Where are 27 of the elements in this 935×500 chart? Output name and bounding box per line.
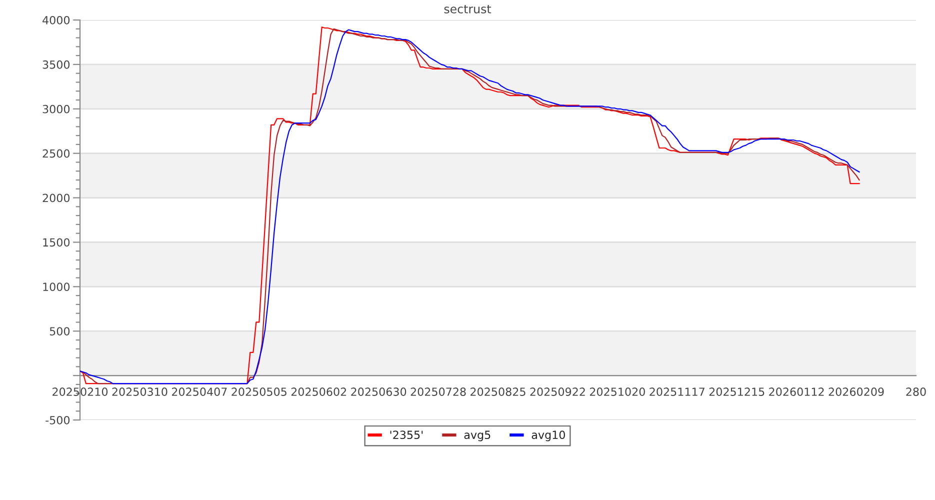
x-tick-label: 20251215 — [709, 388, 764, 396]
y-tick-label: 3500 — [42, 60, 70, 69]
x-tick-label: 20260112 — [769, 388, 824, 396]
y-tick-label: 500 — [50, 327, 70, 336]
chart-title: sectrust — [444, 4, 492, 14]
x-tick-label: 20251117 — [650, 388, 704, 396]
y-tick-label: 2500 — [42, 149, 70, 158]
x-tick-label: 280 — [906, 388, 926, 396]
y-tick-label: 3000 — [42, 104, 70, 114]
y-tick-label: 1000 — [43, 282, 70, 292]
y-tick-label: -500 — [46, 416, 70, 424]
y-tick-label: 2000 — [42, 194, 70, 202]
x-tick-label: 20250630 — [351, 388, 406, 396]
x-tick-label: 20260209 — [828, 388, 884, 396]
x-tick-label: 20250602 — [291, 388, 346, 396]
x-tick-label: 20250825 — [470, 388, 526, 396]
y-tick-label: 4000 — [42, 16, 70, 24]
legend-label: avg5 — [464, 430, 490, 442]
x-tick-label: 20250310 — [112, 388, 168, 396]
x-tick-label: 20250728 — [410, 388, 466, 396]
x-tick-label: 20251020 — [590, 388, 645, 396]
legend-label: avg10 — [532, 430, 565, 442]
y-tick-label: 1500 — [43, 238, 70, 247]
x-tick-label: 20250505 — [232, 388, 286, 396]
legend-label: '2355' — [390, 430, 423, 440]
x-tick-label: 20250922 — [530, 388, 585, 396]
x-tick-label: 20250407 — [172, 388, 227, 396]
